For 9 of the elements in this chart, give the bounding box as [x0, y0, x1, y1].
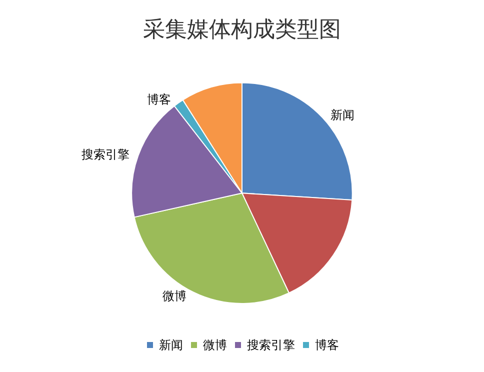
- chart-title: 采集媒体构成类型图: [143, 18, 341, 42]
- legend-label: 新闻: [159, 338, 183, 352]
- legend-label: 博客: [315, 338, 339, 352]
- slice-label: 新闻: [330, 108, 354, 122]
- slice-label: 微博: [162, 288, 187, 303]
- legend-label: 搜索引擎: [247, 338, 295, 352]
- slice-label: 搜索引擎: [81, 147, 130, 162]
- slice-label: 博客: [147, 92, 172, 107]
- legend-label: 微博: [203, 338, 227, 352]
